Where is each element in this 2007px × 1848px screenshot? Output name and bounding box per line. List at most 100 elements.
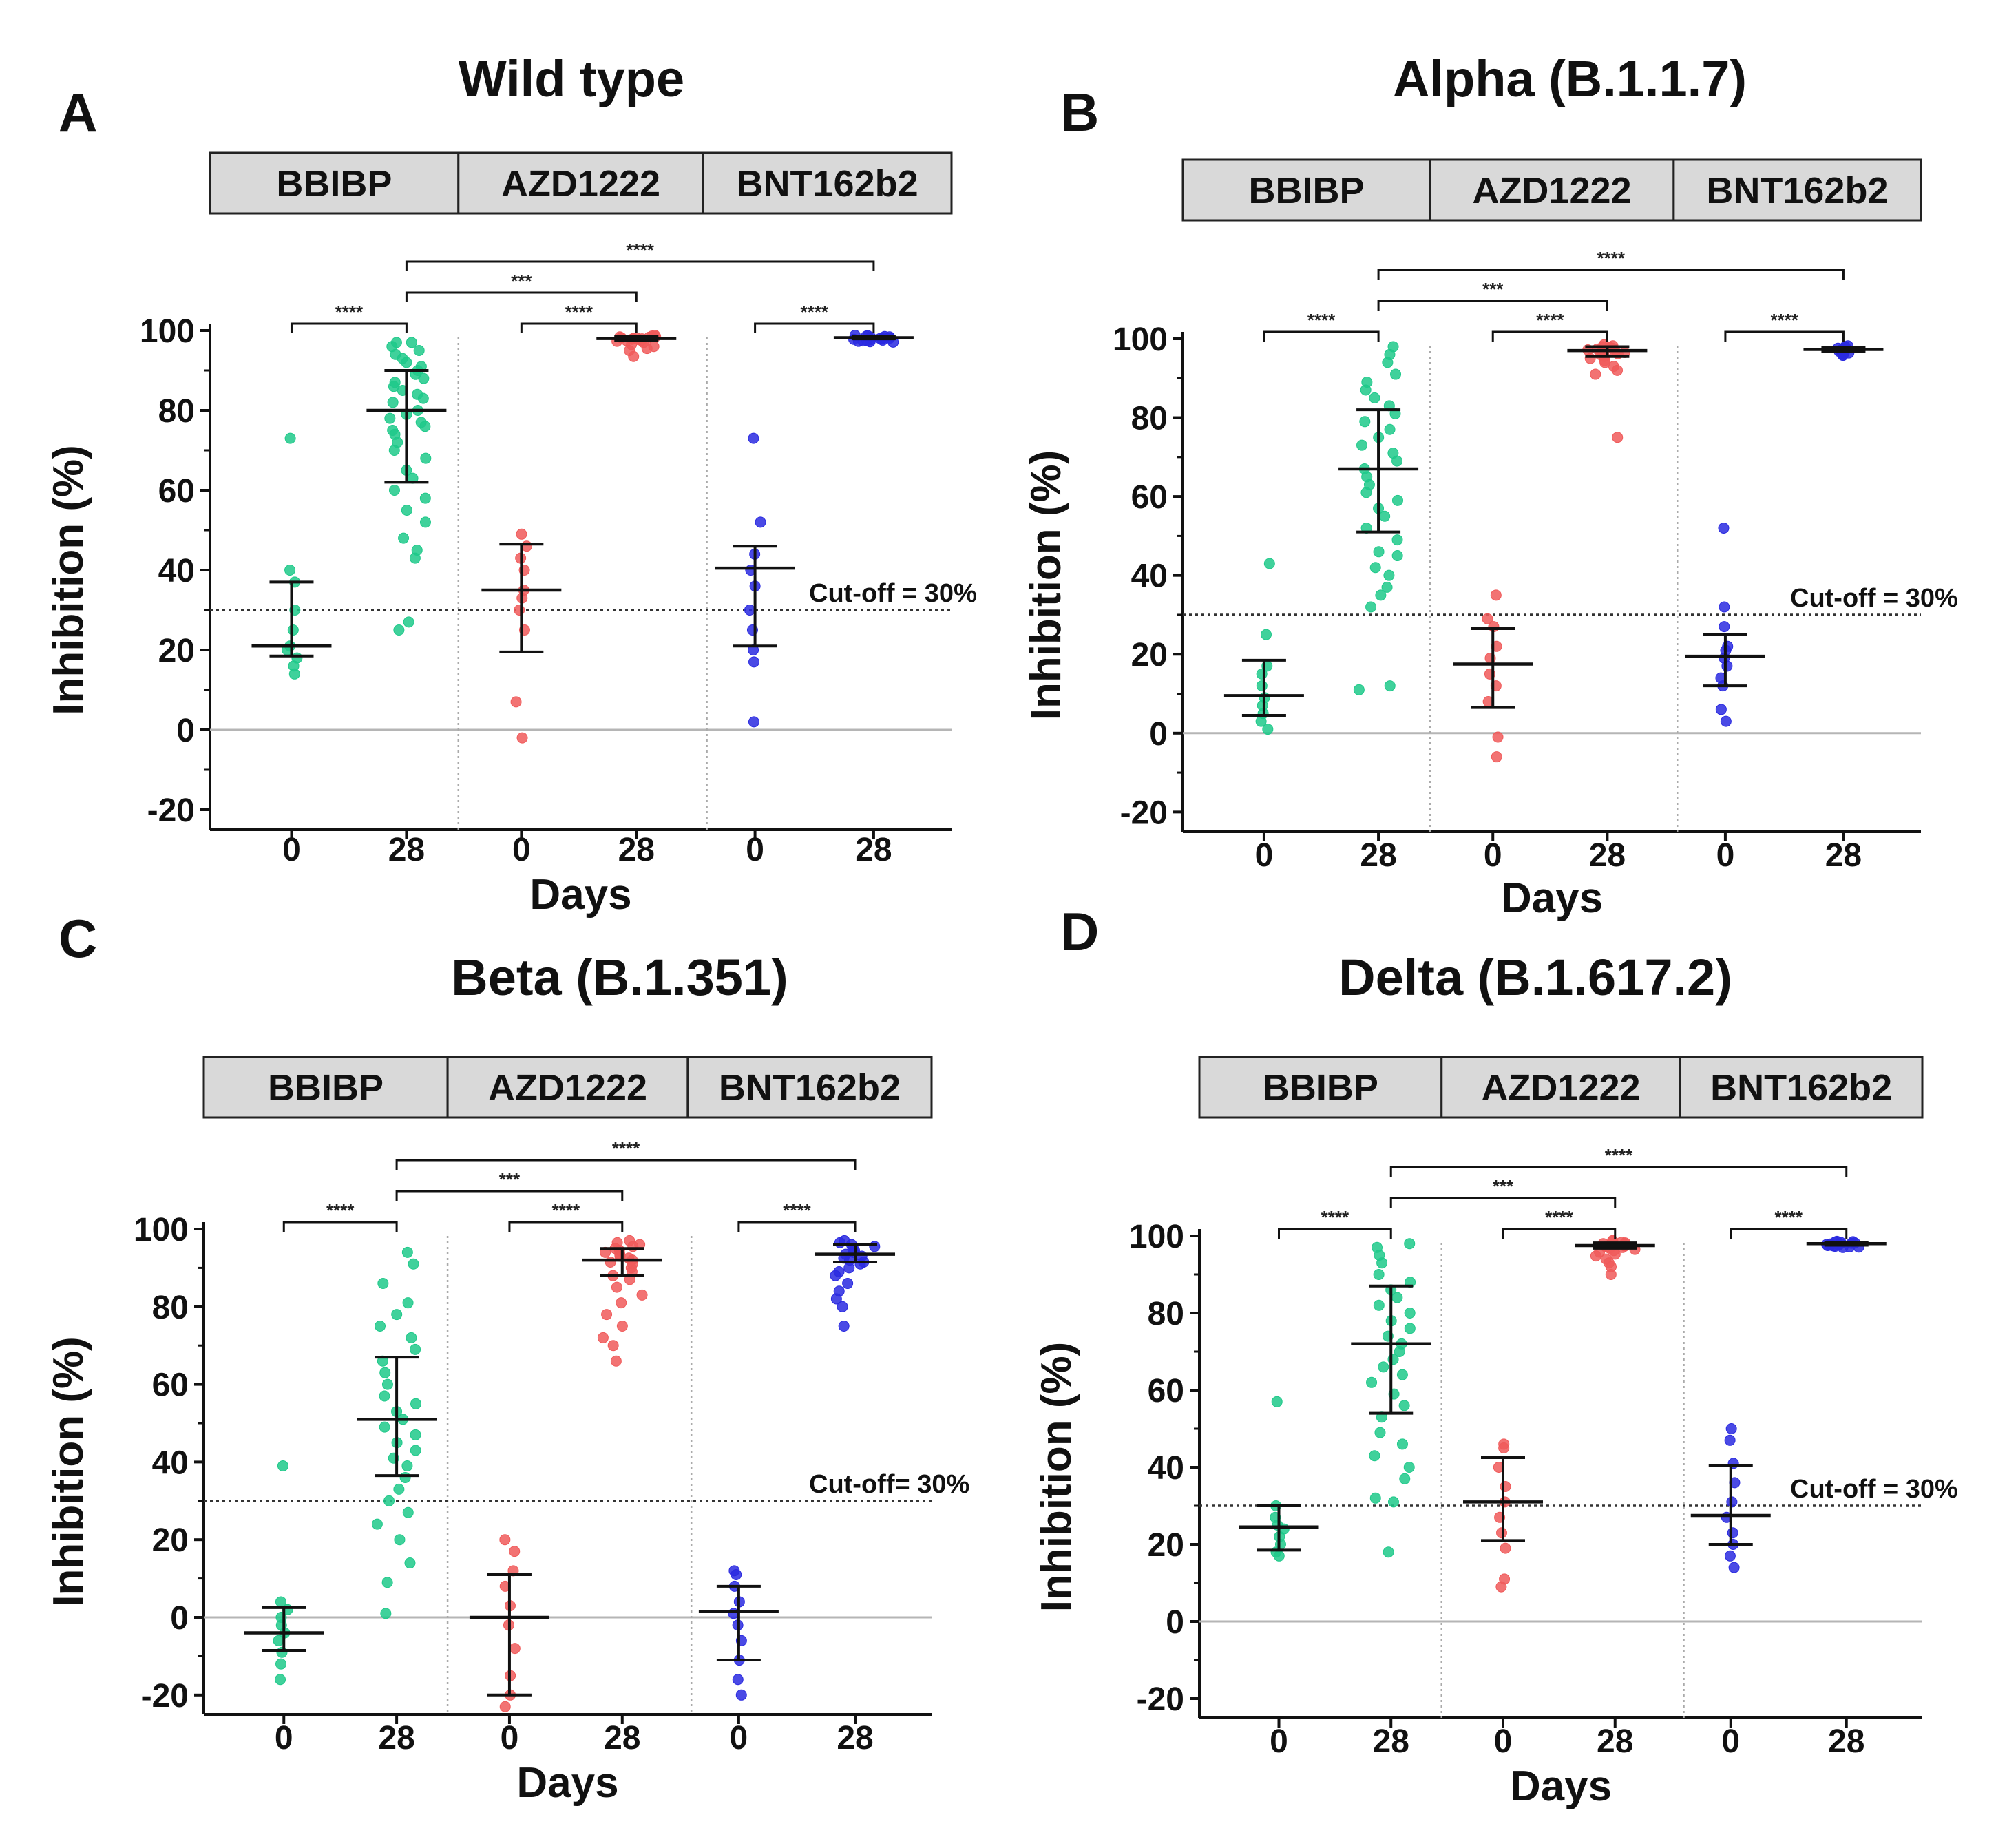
significance-bracket — [395, 1190, 624, 1201]
x-tick-label: 0 — [1721, 1723, 1740, 1760]
data-point — [384, 412, 396, 424]
data-point — [1391, 455, 1403, 467]
significance-bracket — [1502, 1228, 1617, 1239]
significance-label: *** — [1482, 279, 1504, 300]
vaccine-header-label: BBIBP — [1263, 1067, 1378, 1109]
x-tick-label: 0 — [1494, 1723, 1513, 1760]
data-point — [843, 1262, 855, 1274]
data-point — [398, 532, 410, 544]
significance-bracket — [405, 291, 638, 302]
significance-label: **** — [1770, 310, 1798, 330]
data-point — [1605, 1269, 1617, 1280]
data-point — [1404, 1323, 1416, 1334]
data-point — [1271, 1396, 1283, 1407]
panel-a: A Wild type BBIBP AZD1222 BNT162b2 -20 0 20 40 60… — [45, 50, 977, 918]
significance-label: **** — [626, 240, 654, 260]
significance-label: **** — [1545, 1207, 1573, 1228]
x-tick-label: 0 — [746, 832, 764, 868]
vaccine-header-label: BBIBP — [268, 1067, 383, 1109]
significance-bracket — [290, 322, 408, 333]
significance-bracket — [395, 1159, 857, 1170]
vaccine-header-box — [1181, 158, 1431, 222]
data-point — [1612, 432, 1624, 443]
x-tick-label: 0 — [501, 1720, 519, 1756]
x-axis-title: Days — [1510, 1763, 1612, 1810]
significance-bracket — [737, 1221, 857, 1232]
significance-label: *** — [511, 271, 532, 291]
data-point — [854, 1258, 866, 1270]
x-tick-label: 28 — [618, 832, 655, 868]
x-tick-label: 0 — [1716, 837, 1735, 874]
data-point — [401, 1246, 413, 1258]
vaccine-header-label: BNT162b2 — [719, 1067, 901, 1109]
data-point — [1376, 1257, 1388, 1269]
vaccine-header-box — [202, 1056, 449, 1119]
significance-label: **** — [801, 302, 829, 322]
data-point — [410, 1398, 422, 1409]
vaccine-header-label: AZD1222 — [501, 163, 660, 204]
vaccine-header-label: BNT162b2 — [1710, 1067, 1892, 1109]
data-point — [834, 1237, 845, 1248]
data-point — [1383, 569, 1395, 581]
significance-label: **** — [1321, 1207, 1349, 1228]
y-tick-label: 60 — [1148, 1373, 1184, 1409]
data-point — [514, 605, 525, 616]
data-point — [627, 1241, 639, 1252]
data-point — [404, 1557, 416, 1569]
data-point — [273, 1635, 284, 1646]
data-point — [401, 1460, 413, 1472]
data-point — [748, 656, 760, 668]
data-point — [277, 1460, 288, 1472]
vaccine-header-label: AZD1222 — [1472, 170, 1631, 211]
cutoff-label: Cut-off = 30% — [809, 579, 977, 608]
data-point — [869, 1241, 881, 1252]
data-point — [735, 1689, 747, 1701]
data-point — [419, 492, 431, 504]
data-point — [409, 552, 421, 564]
data-point — [1375, 589, 1387, 601]
data-point — [381, 1577, 393, 1588]
data-point — [1360, 487, 1372, 498]
data-point — [418, 372, 430, 384]
x-tick-label: 0 — [1484, 837, 1502, 874]
data-point — [1382, 357, 1394, 368]
data-point — [383, 1495, 395, 1506]
vaccine-header-label: BNT162b2 — [737, 163, 918, 204]
data-point — [403, 616, 414, 628]
y-tick-label: 100 — [1129, 1219, 1184, 1255]
data-point — [1396, 1438, 1408, 1450]
significance-label: **** — [1597, 248, 1626, 269]
data-point — [1491, 751, 1502, 763]
vaccine-header-box — [1679, 1056, 1924, 1119]
data-point — [1387, 1496, 1399, 1508]
y-tick-label: 20 — [1148, 1527, 1184, 1564]
y-tick-label: -20 — [1120, 795, 1168, 831]
panel-title: Beta (B.1.351) — [451, 949, 788, 1006]
data-point — [1719, 601, 1730, 613]
x-tick-label: 0 — [282, 832, 301, 868]
y-tick-label: 100 — [140, 313, 195, 350]
data-point — [1721, 660, 1733, 672]
data-point — [419, 421, 431, 432]
data-point — [1727, 1527, 1738, 1539]
data-point — [410, 1445, 421, 1456]
panel-letter: C — [59, 908, 97, 969]
data-point — [379, 1367, 391, 1378]
significance-label: **** — [326, 1200, 355, 1221]
x-tick-label: 28 — [1373, 1723, 1409, 1760]
y-tick-label: 0 — [1166, 1604, 1184, 1641]
data-point — [284, 565, 296, 576]
data-point — [1369, 562, 1381, 574]
x-axis-title: Days — [529, 871, 631, 918]
data-point — [284, 432, 296, 444]
data-point — [1359, 416, 1371, 428]
data-point — [605, 1256, 616, 1268]
data-point — [1719, 621, 1730, 633]
x-axis-title: Days — [1501, 874, 1603, 922]
data-point — [830, 1293, 842, 1305]
panel-letter: D — [1060, 901, 1099, 962]
data-point — [1260, 629, 1272, 640]
data-point — [1369, 1492, 1381, 1504]
y-tick-label: 40 — [152, 1445, 189, 1481]
data-point — [410, 1343, 421, 1355]
